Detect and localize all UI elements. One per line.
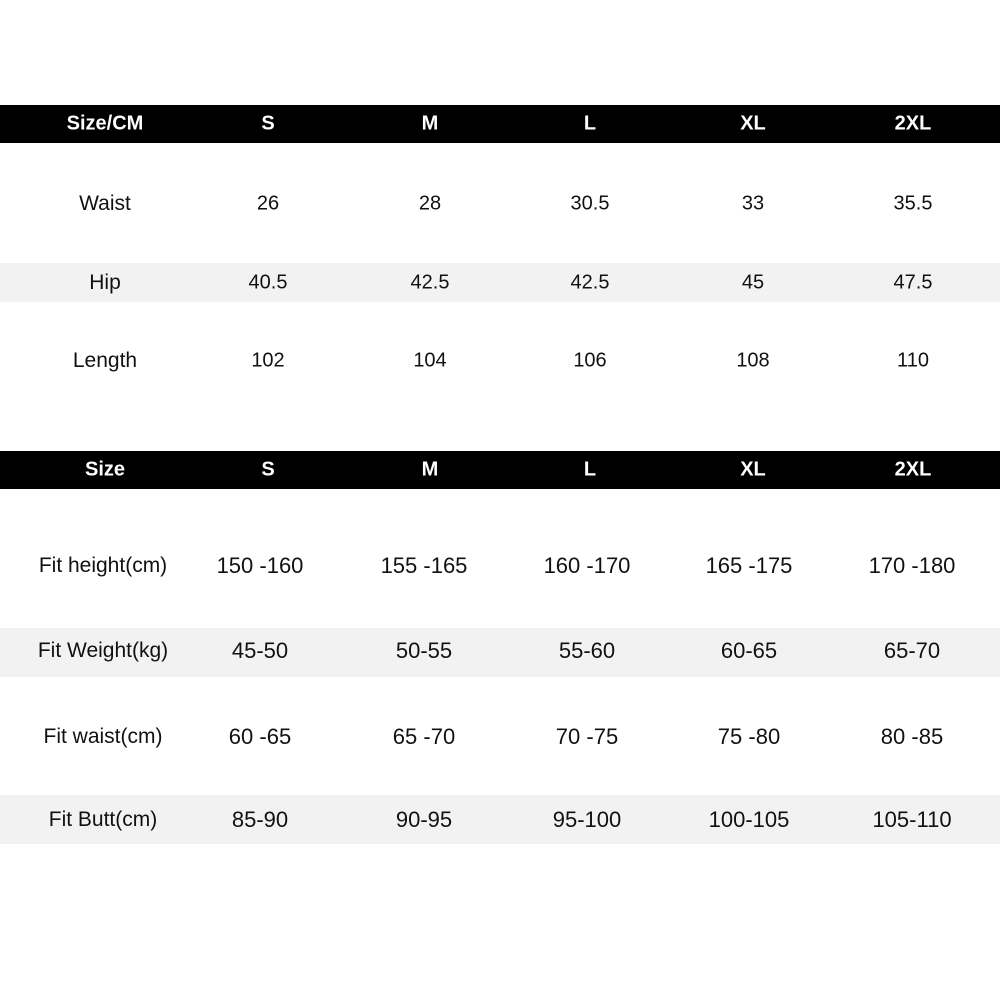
header-bar [0,105,1000,143]
header-cell: S [261,458,275,481]
header-cell: 2XL [894,112,932,135]
cell-value: 90-95 [395,807,453,832]
cell-value: 47.5 [893,271,933,294]
header-bar [0,451,1000,489]
cell-value: 35.5 [893,192,933,215]
cell-value: 102 [251,349,285,372]
cell-value: 165 -175 [705,553,793,578]
row-label: Fit waist(cm) [43,725,163,748]
cell-value: 160 -170 [543,553,631,578]
header-cell: 2XL [894,458,932,481]
cell-value: 42.5 [570,271,610,294]
cell-value: 75 -80 [717,724,781,749]
cell-value: 30.5 [570,192,610,215]
header-cell: XL [740,458,766,481]
cell-value: 170 -180 [868,553,956,578]
cell-value: 100-105 [708,807,790,832]
cell-value: 65 -70 [392,724,456,749]
cell-value: 33 [741,192,765,215]
row-label: Fit Butt(cm) [48,808,158,831]
row-band [0,628,1000,677]
row-label: Fit Weight(kg) [37,639,169,662]
header-cell: S [261,112,275,135]
header-cell: M [421,112,439,135]
cell-value: 104 [413,349,447,372]
header-cell: M [421,458,439,481]
header-cell: L [583,112,597,135]
cell-value: 85-90 [231,807,289,832]
cell-value: 26 [256,192,280,215]
row-label: Hip [89,271,121,294]
cell-value: 45-50 [231,638,289,663]
cell-value: 42.5 [410,271,450,294]
cell-value: 110 [897,349,929,372]
cell-value: 95-100 [552,807,622,832]
row-label: Length [72,349,138,372]
cell-value: 45 [741,271,765,294]
row-label: Fit height(cm) [38,554,168,577]
cell-value: 155 -165 [380,553,468,578]
cell-value: 40.5 [248,271,288,294]
cell-value: 65-70 [883,638,941,663]
header-cell: Size/CM [66,112,144,135]
cell-value: 150 -160 [216,553,304,578]
row-label: Waist [79,192,131,215]
row-band [0,263,1000,302]
cell-value: 106 [573,349,607,372]
header-cell: XL [740,112,766,135]
cell-value: 50-55 [395,638,453,663]
cell-value: 28 [418,192,442,215]
header-cell: L [583,458,597,481]
cell-value: 80 -85 [880,724,944,749]
row-band [0,795,1000,844]
cell-value: 105-110 [872,807,952,832]
header-cell: Size [84,458,126,481]
cell-value: 60-65 [720,638,778,663]
cell-value: 60 -65 [228,724,292,749]
cell-value: 108 [736,349,770,372]
cell-value: 70 -75 [555,724,619,749]
cell-value: 55-60 [558,638,616,663]
